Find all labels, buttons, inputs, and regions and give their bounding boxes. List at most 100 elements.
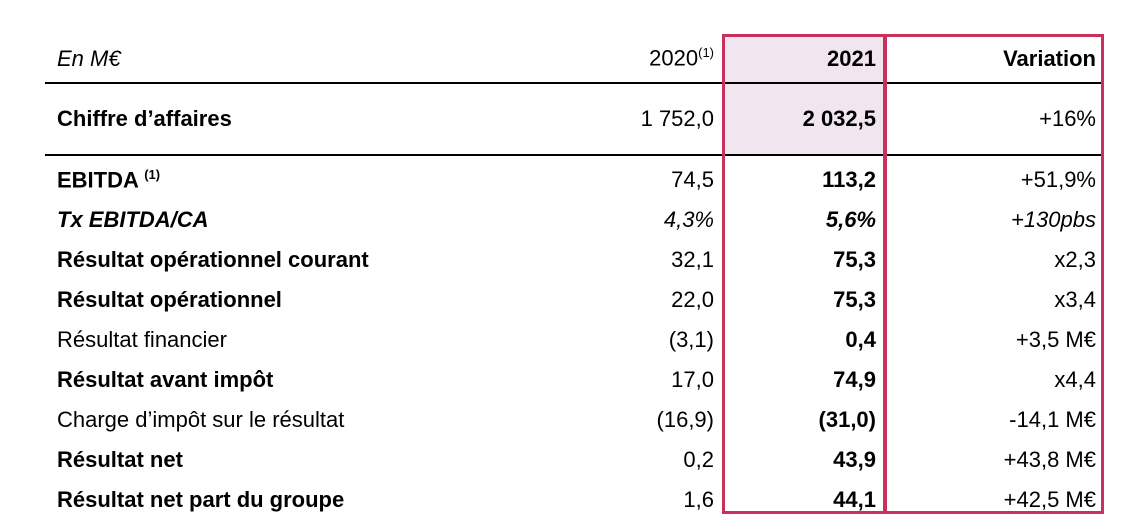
table-row: Chiffre d’affaires 1 752,0 2 032,5 +16%: [45, 83, 1104, 156]
cell-text: Charge d’impôt sur le résultat: [57, 407, 345, 432]
cell-text: 1 752,0: [640, 106, 714, 131]
cell-text: Résultat avant impôt: [57, 367, 274, 392]
value-2020: 0,2: [560, 440, 722, 480]
variation: -14,1 M€: [884, 400, 1104, 440]
row-label: Résultat opérationnel courant: [45, 240, 560, 280]
cell-text: 4,3%: [663, 207, 714, 232]
cell-text: EBITDA: [57, 167, 139, 193]
cell-text: (16,9): [656, 407, 714, 432]
value-2021: (31,0): [722, 400, 884, 440]
row-label: Résultat financier: [45, 320, 560, 360]
variation: +3,5 M€: [884, 320, 1104, 360]
cell-text: 113,2: [822, 167, 876, 192]
header-row: En M€ 2020(1) 2021 Variation: [45, 35, 1104, 84]
value-2021: 74,9: [722, 360, 884, 400]
cell-text: 74,5: [671, 167, 714, 192]
cell-text: x2,3: [1054, 247, 1096, 272]
variation: +51,9%: [884, 155, 1104, 200]
value-2021: 0,4: [722, 320, 884, 360]
cell-text: +130pbs: [1010, 207, 1096, 232]
value-2021: 44,1: [722, 480, 884, 520]
row-label: Résultat net: [45, 440, 560, 480]
row-label: Charge d’impôt sur le résultat: [45, 400, 560, 440]
row-label: Chiffre d’affaires: [45, 83, 560, 156]
cell-text: 0,4: [845, 327, 876, 352]
row-label: EBITDA (1): [45, 155, 560, 200]
row-label: Tx EBITDA/CA: [45, 200, 560, 240]
cell-text: Résultat opérationnel courant: [57, 247, 369, 272]
value-2020: (3,1): [560, 320, 722, 360]
year-prev-note: (1): [698, 45, 714, 61]
cell-text: Résultat financier: [57, 327, 227, 352]
cell-text: Résultat net: [57, 447, 183, 472]
cell-text: 17,0: [671, 367, 714, 392]
cell-text: +42,5 M€: [1003, 487, 1096, 512]
cell-text: Tx EBITDA/CA: [57, 207, 209, 232]
cell-text: Résultat opérationnel: [57, 287, 282, 312]
value-2020: 32,1: [560, 240, 722, 280]
header-label: En M€: [45, 35, 560, 84]
cell-text: +3,5 M€: [1015, 327, 1096, 352]
cell-text: 0,2: [683, 447, 714, 472]
cell-text: 2 032,5: [802, 106, 876, 131]
value-2020: (16,9): [560, 400, 722, 440]
cell-text: Chiffre d’affaires: [57, 106, 232, 131]
value-2021: 75,3: [722, 240, 884, 280]
value-2021: 113,2: [722, 155, 884, 200]
table-row: Résultat net 0,2 43,9 +43,8 M€: [45, 440, 1104, 480]
cell-text: +43,8 M€: [1003, 447, 1096, 472]
table-row: Résultat net part du groupe 1,6 44,1 +42,5 …: [45, 480, 1104, 520]
value-2021: 5,6%: [722, 200, 884, 240]
value-2020: 74,5: [560, 155, 722, 200]
cell-text: +51,9%: [1020, 167, 1096, 192]
cell-text: 5,6%: [825, 207, 876, 232]
variation: +43,8 M€: [884, 440, 1104, 480]
table-row: Résultat avant impôt 17,0 74,9 x4,4: [45, 360, 1104, 400]
row-label: Résultat avant impôt: [45, 360, 560, 400]
cell-text: 44,1: [833, 487, 876, 512]
row-label: Résultat opérationnel: [45, 280, 560, 320]
cell-text: 22,0: [671, 287, 714, 312]
value-2021: 2 032,5: [722, 83, 884, 156]
cell-text: (3,1): [668, 327, 714, 352]
variation: x4,4: [884, 360, 1104, 400]
cell-text: 1,6: [683, 487, 714, 512]
header-2021: 2021: [722, 35, 884, 84]
table-row: Résultat financier (3,1) 0,4 +3,5 M€: [45, 320, 1104, 360]
header-variation: Variation: [884, 35, 1104, 84]
cell-text: 75,3: [833, 247, 876, 272]
cell-text: +16%: [1039, 106, 1096, 131]
table-row: Résultat opérationnel 22,0 75,3 x3,4: [45, 280, 1104, 320]
row-label: Résultat net part du groupe: [45, 480, 560, 520]
cell-text: x4,4: [1054, 367, 1096, 392]
table-row: Tx EBITDA/CA 4,3% 5,6% +130pbs: [45, 200, 1104, 240]
variation: +16%: [884, 83, 1104, 156]
variation: x3,4: [884, 280, 1104, 320]
year-prev: 2020: [649, 45, 699, 71]
value-2021: 43,9: [722, 440, 884, 480]
cell-text: -14,1 M€: [1009, 407, 1096, 432]
ebitda-note: (1): [144, 166, 161, 182]
value-2020: 22,0: [560, 280, 722, 320]
header-2020: 2020(1): [560, 35, 722, 84]
cell-text: (31,0): [818, 407, 876, 432]
variation: +42,5 M€: [884, 480, 1104, 520]
income-table: En M€ 2020(1) 2021 Variation Chiffre d’a…: [45, 35, 1104, 520]
value-2020: 1 752,0: [560, 83, 722, 156]
variation: +130pbs: [884, 200, 1104, 240]
cell-text: 74,9: [833, 367, 876, 392]
table-row: EBITDA (1) 74,5 113,2 +51,9%: [45, 155, 1104, 200]
value-2020: 17,0: [560, 360, 722, 400]
cell-text: 75,3: [833, 287, 876, 312]
value-2020: 1,6: [560, 480, 722, 520]
value-2021: 75,3: [722, 280, 884, 320]
cell-text: Résultat net part du groupe: [57, 487, 345, 512]
cell-text: 32,1: [671, 247, 714, 272]
cell-text: x3,4: [1054, 287, 1096, 312]
table-row: Résultat opérationnel courant 32,1 75,3 x2,…: [45, 240, 1104, 280]
value-2020: 4,3%: [560, 200, 722, 240]
variation: x2,3: [884, 240, 1104, 280]
table-row: Charge d’impôt sur le résultat (16,9) (31,…: [45, 400, 1104, 440]
cell-text: 43,9: [833, 447, 876, 472]
